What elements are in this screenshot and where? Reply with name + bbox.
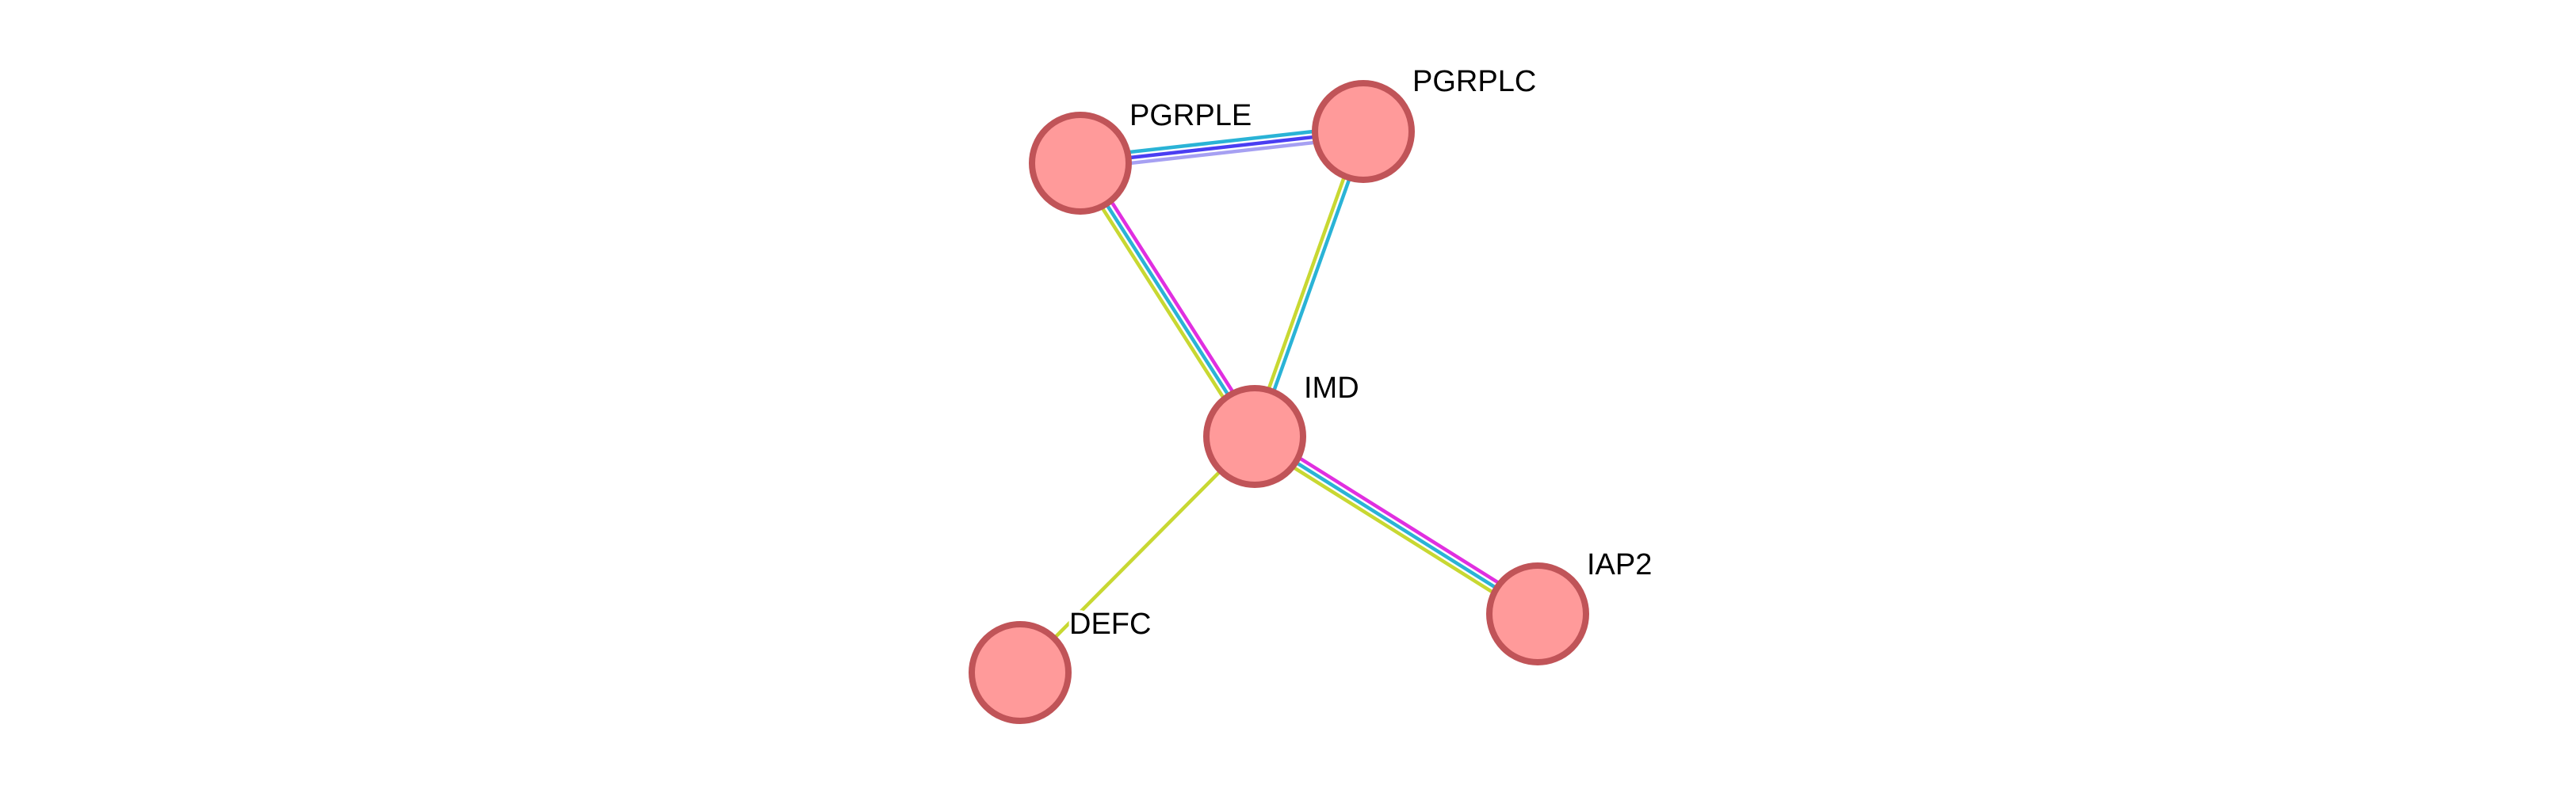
labels-layer: PGRPLE PGRPLC IMD IAP2 DEFC <box>1067 63 1655 644</box>
node-pgrple[interactable] <box>1029 112 1132 215</box>
edge-imd-defc <box>1018 434 1257 675</box>
nodes-layer <box>969 80 1589 724</box>
edge-line-database <box>1252 434 1540 616</box>
edge-line-textmining <box>1250 439 1537 621</box>
node-label-pgrplc: PGRPLC <box>1412 65 1536 98</box>
node-defc[interactable] <box>969 621 1072 724</box>
node-pgrplc[interactable] <box>1312 80 1415 183</box>
edge-line-textmining <box>1018 434 1257 675</box>
edge-line-database <box>1256 130 1368 440</box>
edge-line-textmining <box>1250 128 1363 438</box>
edge-line-experiments <box>1256 429 1542 612</box>
edge-pgrplc-imd <box>1250 128 1368 440</box>
node-label-imd: IMD <box>1304 372 1359 405</box>
edge-line-textmining <box>1073 164 1252 442</box>
node-label-pgrple: PGRPLE <box>1129 99 1252 132</box>
edge-line-experiments <box>1083 158 1262 436</box>
node-imd[interactable] <box>1203 385 1306 488</box>
node-label-iap2: IAP2 <box>1587 548 1652 581</box>
edge-pgrple-imd <box>1073 158 1262 442</box>
edge-line-database <box>1078 161 1257 439</box>
node-label-defc: DEFC <box>1069 608 1151 641</box>
node-iap2[interactable] <box>1486 562 1589 665</box>
edge-imd-iap2 <box>1250 429 1542 621</box>
